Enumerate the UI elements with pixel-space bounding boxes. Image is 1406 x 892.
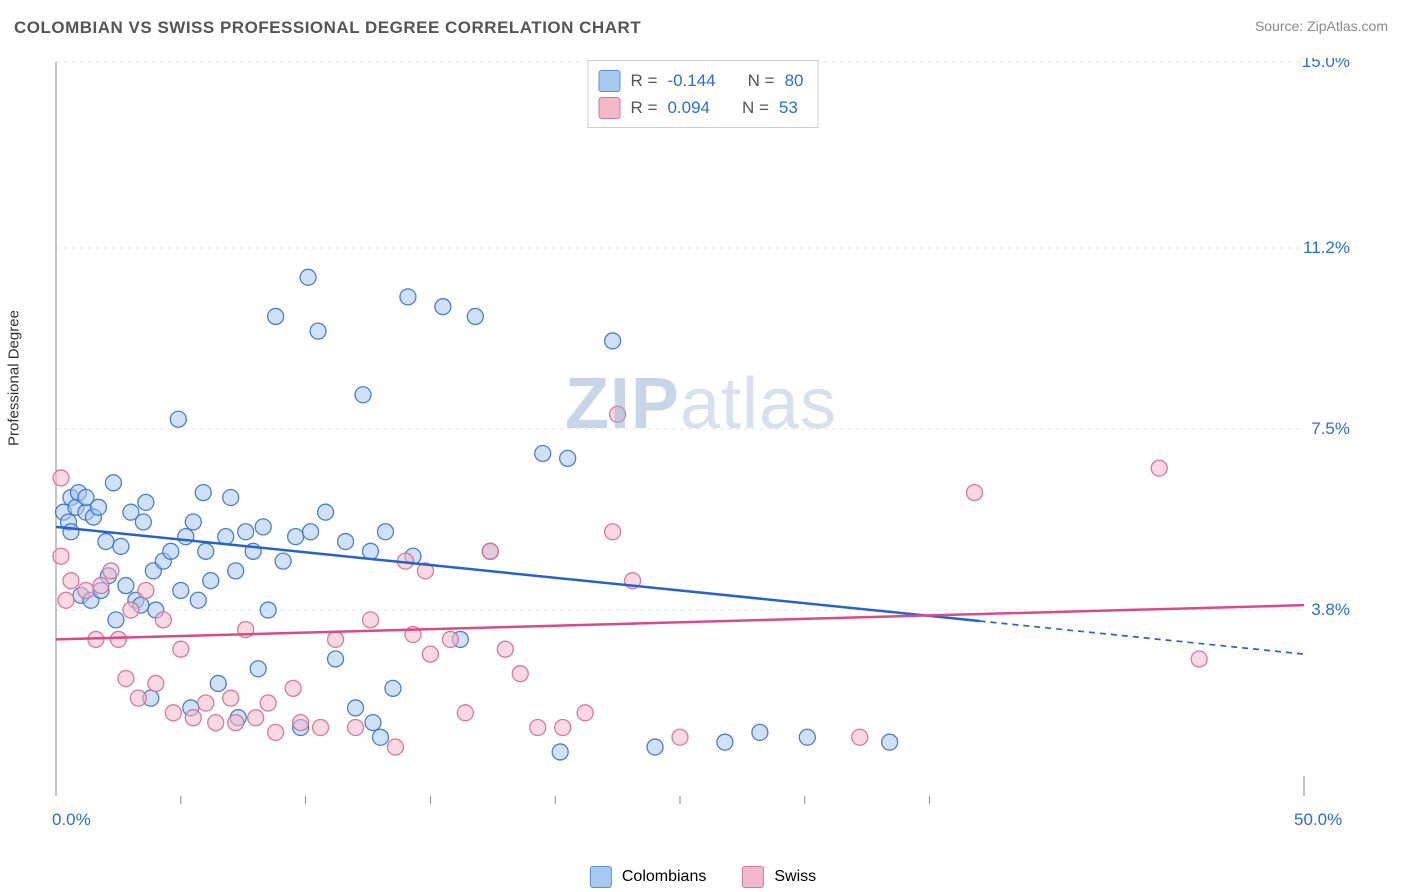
scatter-plot-svg: 3.8% 7.5% 11.2% 15.0%	[48, 58, 1354, 826]
series-legend-item: Colombians	[590, 866, 706, 888]
n-value: 53	[779, 94, 798, 121]
r-value: 0.094	[667, 94, 710, 121]
legend-swatch	[590, 866, 612, 888]
source-attribution: Source: ZipAtlas.com	[1255, 18, 1388, 34]
correlation-legend: R =-0.144N =80R =0.094N =53	[588, 60, 819, 128]
y-axis-label: Professional Degree	[6, 310, 23, 446]
correlation-legend-row: R = 0.094 N = 53	[599, 94, 804, 121]
svg-text:3.8%: 3.8%	[1311, 600, 1350, 619]
svg-text:11.2%: 11.2%	[1303, 238, 1350, 257]
n-label: N =	[742, 94, 769, 121]
series-legend: Colombians Swiss	[590, 866, 816, 888]
source-prefix: Source:	[1255, 18, 1307, 34]
svg-text:7.5%: 7.5%	[1311, 419, 1350, 438]
series-legend-item: Swiss	[742, 866, 816, 888]
legend-swatch	[742, 866, 764, 888]
chart-container: COLOMBIAN VS SWISS PROFESSIONAL DEGREE C…	[0, 0, 1406, 892]
n-value: 80	[785, 67, 804, 94]
source-link[interactable]: ZipAtlas.com	[1307, 18, 1388, 34]
legend-swatch	[599, 97, 621, 119]
chart-title: COLOMBIAN VS SWISS PROFESSIONAL DEGREE C…	[14, 18, 641, 38]
series-legend-label: Colombians	[622, 868, 706, 886]
x-axis-start-label: 0.0%	[52, 810, 91, 830]
legend-swatch	[599, 70, 621, 92]
r-label: R =	[631, 67, 658, 94]
series-legend-label: Swiss	[774, 868, 816, 886]
svg-text:15.0%: 15.0%	[1302, 58, 1350, 71]
r-value: -0.144	[667, 67, 715, 94]
x-axis-end-label: 50.0%	[1294, 810, 1342, 830]
r-label: R =	[631, 94, 658, 121]
plot-area: 3.8%7.5%11.2%15.0% ZIPatlas	[48, 58, 1354, 826]
n-label: N =	[748, 67, 775, 94]
correlation-legend-row: R = -0.144 N = 80	[599, 67, 804, 94]
